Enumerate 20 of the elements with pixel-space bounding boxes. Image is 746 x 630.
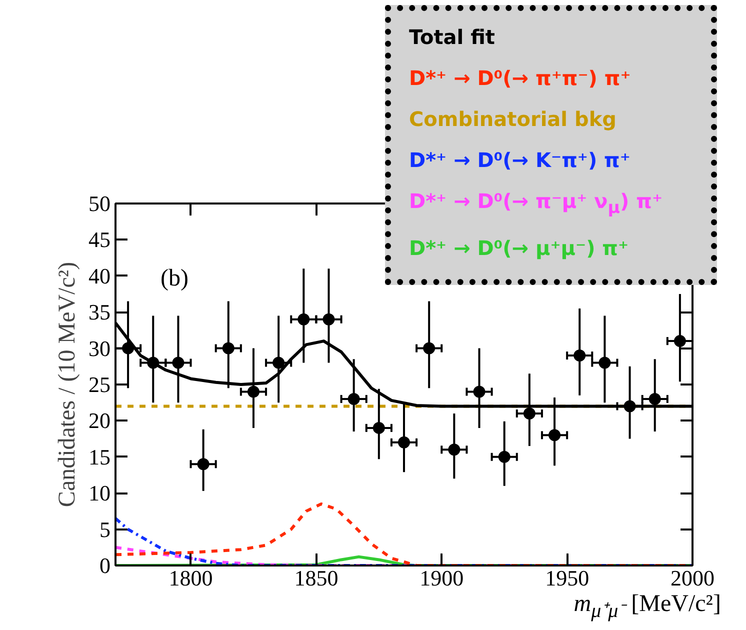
- y-tick-label: 10: [88, 480, 110, 506]
- y-tick-label: 5: [100, 516, 110, 542]
- y-tick-label: 35: [88, 300, 110, 325]
- y-tick-label: 20: [88, 408, 110, 434]
- y-axis-title: Candidates / (10 MeV/c²): [54, 262, 80, 508]
- x-tick-label: 2000: [670, 566, 714, 590]
- x-axis-title: m$_{μ⁺μ⁻}$ [MeV/c²]: [574, 591, 721, 624]
- y-tick-label: 40: [88, 263, 110, 288]
- legend: Total fit D*⁺ → D⁰(→ π⁺π⁻) π⁺ Combinatorial bkg D*⁺ → D⁰(→ K⁻π⁺) π⁺ D*⁺ → D⁰(→ π⁻μ⁺ ν$_{μ}$) π⁺ D*⁺ → D⁰(→ μ⁺μ⁻) π⁺: [385, 5, 717, 285]
- x-tick-label: 1900: [420, 566, 464, 590]
- annotation: (b): [160, 266, 188, 292]
- y-tick-label: 50: [88, 191, 110, 216]
- y-tick-label: 45: [88, 227, 110, 252]
- y-tick-label: 30: [88, 336, 110, 361]
- y-tick-label: 15: [88, 444, 110, 470]
- y-tick-label: 25: [88, 372, 110, 397]
- y-tick-label: 0: [100, 553, 110, 578]
- x-tick-label: 1950: [545, 566, 590, 590]
- x-tick-label: 1850: [294, 566, 338, 590]
- x-tick-label: 1800: [168, 566, 213, 590]
